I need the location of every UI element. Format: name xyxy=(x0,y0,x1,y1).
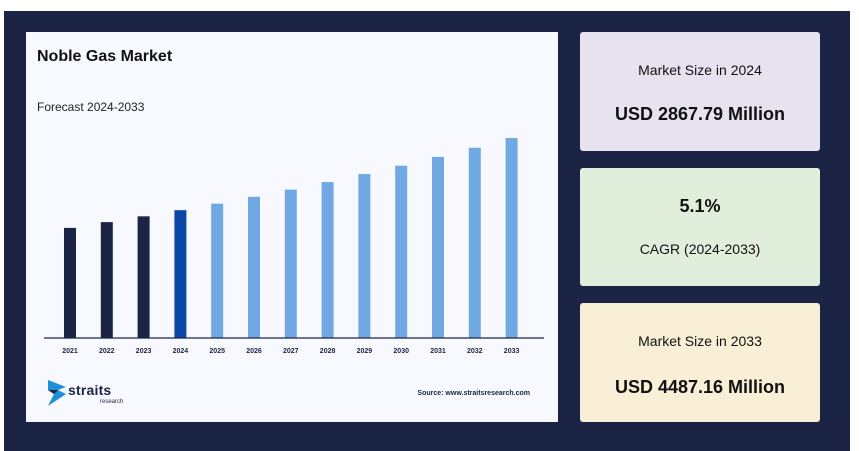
x-tick-label-2031: 2031 xyxy=(430,348,446,355)
bar-2027 xyxy=(284,189,297,338)
bar-2033 xyxy=(505,138,518,338)
x-tick-label-2030: 2030 xyxy=(393,348,409,355)
bar-2024 xyxy=(174,210,187,338)
bar-2026 xyxy=(248,196,260,338)
x-tick-label-2023: 2023 xyxy=(136,348,152,355)
bar-2023 xyxy=(137,216,150,338)
x-tick-label-2026: 2026 xyxy=(246,348,262,355)
bar-2029 xyxy=(358,174,371,338)
straits-logo-icon xyxy=(48,380,66,406)
bar-2021 xyxy=(64,227,76,338)
bar-2022 xyxy=(100,222,113,338)
stat-card-market-size-2024: Market Size in 2024 USD 2867.79 Million xyxy=(580,32,820,151)
x-tick-label-2032: 2032 xyxy=(467,348,483,355)
stat-card-market-size-2033: Market Size in 2033 USD 4487.16 Million xyxy=(580,303,820,422)
chart-subtitle: Forecast 2024-2033 xyxy=(37,100,145,114)
x-tick-label-2024: 2024 xyxy=(173,348,189,355)
stat-value: USD 4487.16 Million xyxy=(614,377,786,397)
straits-logo: straits research xyxy=(48,380,128,410)
x-tick-label-2027: 2027 xyxy=(283,348,299,355)
bar-2025 xyxy=(211,203,224,338)
stat-label: Market Size in 2024 xyxy=(638,62,762,78)
stat-value: USD 2867.79 Million xyxy=(614,104,786,124)
source-note: Source: www.straitsresearch.com xyxy=(417,390,530,397)
bar-2028 xyxy=(321,182,334,338)
chart-title: Noble Gas Market xyxy=(37,48,173,65)
bar-2030 xyxy=(395,165,408,338)
x-tick-label-2033: 2033 xyxy=(504,348,520,355)
stat-card-cagr: 5.1% CAGR (2024-2033) xyxy=(580,168,820,286)
bar-2032 xyxy=(468,147,481,338)
x-tick-label-2029: 2029 xyxy=(357,348,373,355)
stat-label: CAGR (2024-2033) xyxy=(639,241,761,257)
bar-chart: 2021 2022 2023 2024 2025 2026 2027 2028 2029 2030… xyxy=(44,138,544,355)
stat-value: 5.1% xyxy=(679,196,721,216)
logo-subtext: research xyxy=(100,399,124,405)
x-tick-label-2028: 2028 xyxy=(320,348,336,355)
logo-name: straits xyxy=(68,382,112,398)
stat-label: Market Size in 2033 xyxy=(638,333,762,349)
bar-2031 xyxy=(432,156,444,338)
chart-card: Noble Gas Market Forecast 2024-2033 2021… xyxy=(26,32,558,422)
x-tick-label-2022: 2022 xyxy=(99,348,115,355)
x-tick-label-2021: 2021 xyxy=(62,348,78,355)
x-tick-label-2025: 2025 xyxy=(209,348,225,355)
